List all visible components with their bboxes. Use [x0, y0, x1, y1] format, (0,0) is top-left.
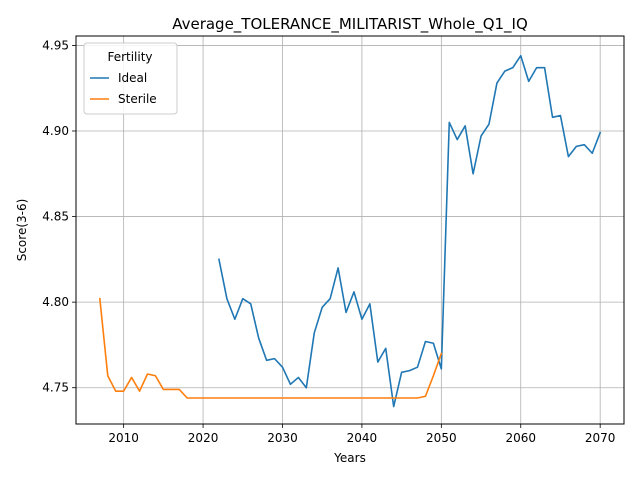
- plot-frame: [75, 35, 625, 425]
- y-tick-label: 4.85: [42, 210, 69, 224]
- y-axis-ticks: 4.75 4.80 4.85 4.90 4.95: [42, 38, 76, 395]
- series-line-sterile: [98, 297, 443, 399]
- legend: Fertility Ideal Sterile: [83, 42, 178, 115]
- series-lines: [98, 54, 602, 408]
- legend-label-sterile: Sterile: [118, 92, 157, 106]
- y-tick-label: 4.75: [42, 381, 69, 395]
- x-tick-label: 2070: [585, 431, 616, 445]
- y-tick-label: 4.90: [42, 124, 69, 138]
- y-tick-label: 4.95: [42, 38, 69, 52]
- legend-title: Fertility: [107, 50, 152, 64]
- chart-title: Average_TOLERANCE_MILITARIST_Whole_Q1_IQ: [172, 15, 528, 34]
- x-axis-label: Years: [333, 451, 366, 465]
- y-tick-label: 4.80: [42, 295, 69, 309]
- legend-box: [83, 42, 178, 115]
- x-tick-label: 2060: [505, 431, 536, 445]
- x-tick-label: 2050: [426, 431, 457, 445]
- x-tick-label: 2030: [267, 431, 298, 445]
- y-axis-label: Score(3-6): [15, 199, 29, 262]
- x-tick-label: 2010: [108, 431, 139, 445]
- x-tick-label: 2040: [347, 431, 378, 445]
- grid: [76, 36, 624, 424]
- series-line-ideal: [218, 54, 602, 408]
- legend-label-ideal: Ideal: [118, 71, 147, 85]
- x-axis-ticks: 2010 2020 2030 2040 2050 2060 2070: [108, 424, 615, 445]
- x-tick-label: 2020: [188, 431, 219, 445]
